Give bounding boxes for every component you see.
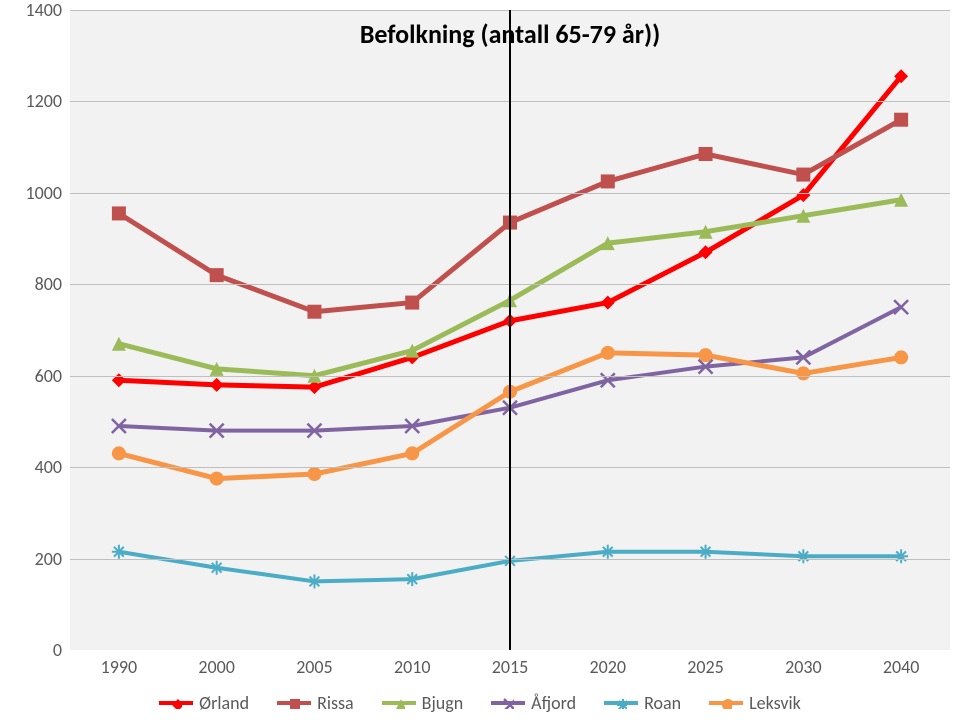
legend-swatch: [491, 701, 525, 705]
series-marker: [699, 545, 713, 559]
legend-swatch: [277, 701, 311, 705]
legend-item-ørland: Ørland: [159, 692, 249, 714]
series-marker: [405, 296, 419, 310]
series-marker: [210, 472, 224, 486]
y-tick-label: 1200: [26, 90, 71, 112]
series-marker: [796, 549, 810, 563]
x-tick-label: 2025: [687, 650, 724, 678]
legend-marker-icon: [393, 697, 405, 709]
legend-marker-icon: [720, 697, 732, 709]
legend-label: Bjugn: [422, 692, 463, 714]
legend-swatch: [604, 701, 638, 705]
x-tick-label: 2020: [590, 650, 627, 678]
x-tick-label: 2030: [785, 650, 822, 678]
legend-label: Roan: [644, 692, 681, 714]
legend-item-rissa: Rissa: [277, 692, 354, 714]
y-tick-label: 800: [35, 273, 70, 295]
y-tick-label: 1400: [26, 0, 71, 21]
y-tick-label: 0: [53, 639, 70, 661]
series-marker: [307, 305, 321, 319]
legend-marker-icon: [170, 697, 182, 709]
y-tick-label: 200: [35, 548, 70, 570]
legend-marker-icon: [288, 697, 300, 709]
y-tick-label: 1000: [26, 182, 71, 204]
y-tick-label: 400: [35, 456, 70, 478]
legend-item-åfjord: Åfjord: [491, 692, 576, 714]
series-marker: [112, 446, 126, 460]
series-marker: [210, 561, 224, 575]
series-marker: [307, 467, 321, 481]
x-tick-label: 2000: [198, 650, 235, 678]
legend-marker-icon: [615, 697, 627, 709]
series-marker: [699, 147, 713, 161]
series-marker: [210, 268, 224, 282]
legend-swatch: [709, 701, 743, 705]
legend: Ørland Rissa Bjugn Åfjord Roan Leksvik: [0, 692, 960, 714]
x-tick-label: 2010: [394, 650, 431, 678]
legend-label: Leksvik: [749, 692, 801, 714]
series-marker: [210, 378, 224, 392]
series-marker: [894, 113, 908, 127]
series-marker: [601, 174, 615, 188]
x-tick-label: 2005: [296, 650, 333, 678]
series-marker: [894, 300, 908, 314]
plot-area: Befolkning (antall 65-79 år)) 0200400600…: [70, 10, 950, 650]
series-marker: [112, 545, 126, 559]
series-marker: [894, 549, 908, 563]
series-marker: [405, 572, 419, 586]
x-tick-label: 2015: [492, 650, 529, 678]
legend-item-bjugn: Bjugn: [382, 692, 463, 714]
series-marker: [796, 366, 810, 380]
series-marker: [405, 446, 419, 460]
legend-marker-icon: [502, 697, 514, 709]
legend-swatch: [382, 701, 416, 705]
series-marker: [894, 350, 908, 364]
legend-label: Rissa: [317, 692, 354, 714]
legend-label: Åfjord: [531, 692, 576, 714]
legend-item-roan: Roan: [604, 692, 681, 714]
x-tick-label: 2040: [883, 650, 920, 678]
series-marker: [601, 545, 615, 559]
series-marker: [796, 168, 810, 182]
series-marker: [112, 206, 126, 220]
series-marker: [699, 348, 713, 362]
legend-item-leksvik: Leksvik: [709, 692, 801, 714]
legend-swatch: [159, 701, 193, 705]
y-tick-label: 600: [35, 365, 70, 387]
x-tick-label: 1990: [101, 650, 138, 678]
series-marker: [307, 574, 321, 588]
reference-line: [509, 10, 511, 650]
population-chart: Befolkning (antall 65-79 år)) 0200400600…: [0, 0, 960, 720]
series-marker: [601, 346, 615, 360]
legend-label: Ørland: [199, 692, 249, 714]
